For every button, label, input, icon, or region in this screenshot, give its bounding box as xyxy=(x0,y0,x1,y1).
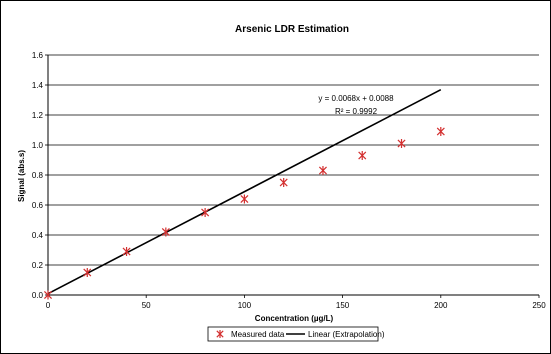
data-point xyxy=(201,208,210,217)
trendline-r-squared: R² = 0.9992 xyxy=(335,107,378,116)
legend: Measured data Linear (Extrapolation) xyxy=(207,326,385,342)
trendline xyxy=(47,88,442,295)
data-point xyxy=(83,268,92,277)
data-point xyxy=(161,227,170,237)
chart-title: Arsenic LDR Estimation xyxy=(235,24,349,35)
data-point xyxy=(279,178,288,187)
data-point xyxy=(240,194,249,204)
data-point xyxy=(318,166,327,175)
x-tick-label: 200 xyxy=(434,301,448,310)
x-axis-label: Concentration (µg/L) xyxy=(255,314,334,323)
y-tick-label: 1.0 xyxy=(32,141,44,150)
legend-label-measured: Measured data xyxy=(231,330,285,339)
legend-label-linear: Linear (Extrapolation) xyxy=(308,330,385,339)
data-point xyxy=(358,151,367,160)
x-tick-label: 0 xyxy=(46,301,51,310)
x-tick-labels: 0 50 100 150 200 250 xyxy=(46,295,546,310)
x-tick-label: 250 xyxy=(532,301,546,310)
y-axis-label: Signal (abs.s) xyxy=(17,150,26,202)
plot-series xyxy=(43,88,445,300)
x-tick-label: 50 xyxy=(142,301,151,310)
y-tick-label: 1.2 xyxy=(32,111,44,120)
data-point xyxy=(122,247,131,256)
legend-marker-star xyxy=(216,330,224,338)
y-tick-label: 0.8 xyxy=(32,171,44,180)
trendline-equation: y = 0.0068x + 0.0088 xyxy=(318,94,394,103)
x-tick-label: 100 xyxy=(238,301,252,310)
y-tick-label: 0.6 xyxy=(32,201,44,210)
grid-lines xyxy=(48,54,539,296)
y-tick-label: 0.0 xyxy=(32,291,44,300)
legend-marker-measured xyxy=(216,330,224,338)
y-tick-labels: 0.0 0.2 0.4 0.6 0.8 1.0 1.2 1.4 1.6 xyxy=(32,51,48,300)
y-tick-label: 1.4 xyxy=(32,81,44,90)
y-tick-label: 1.6 xyxy=(32,51,44,60)
data-point xyxy=(397,139,406,148)
y-tick-label: 0.2 xyxy=(32,261,44,270)
data-point xyxy=(436,127,445,136)
y-tick-label: 0.4 xyxy=(32,231,44,240)
data-point xyxy=(43,290,53,300)
x-tick-label: 150 xyxy=(336,301,350,310)
